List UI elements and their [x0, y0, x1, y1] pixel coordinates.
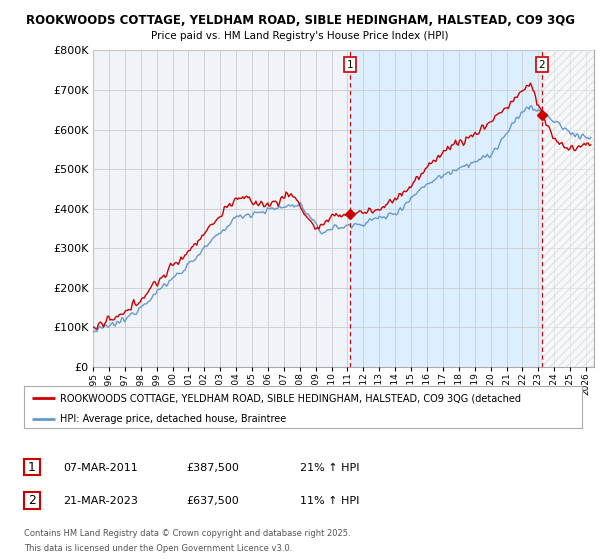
Bar	[542, 50, 594, 367]
Text: £637,500: £637,500	[186, 496, 239, 506]
Text: 21-MAR-2023: 21-MAR-2023	[63, 496, 138, 506]
Text: 11% ↑ HPI: 11% ↑ HPI	[300, 496, 359, 506]
Text: 1: 1	[28, 460, 36, 474]
Text: 2: 2	[28, 494, 36, 507]
Text: HPI: Average price, detached house, Braintree: HPI: Average price, detached house, Brai…	[60, 414, 287, 424]
Text: 1: 1	[347, 60, 353, 70]
Text: 2: 2	[539, 60, 545, 70]
Text: Contains HM Land Registry data © Crown copyright and database right 2025.: Contains HM Land Registry data © Crown c…	[24, 529, 350, 538]
Text: ROOKWOODS COTTAGE, YELDHAM ROAD, SIBLE HEDINGHAM, HALSTEAD, CO9 3QG: ROOKWOODS COTTAGE, YELDHAM ROAD, SIBLE H…	[25, 14, 575, 27]
Text: Price paid vs. HM Land Registry's House Price Index (HPI): Price paid vs. HM Land Registry's House …	[151, 31, 449, 41]
Text: 07-MAR-2011: 07-MAR-2011	[63, 463, 138, 473]
Text: ROOKWOODS COTTAGE, YELDHAM ROAD, SIBLE HEDINGHAM, HALSTEAD, CO9 3QG (detached: ROOKWOODS COTTAGE, YELDHAM ROAD, SIBLE H…	[60, 393, 521, 403]
Bar	[350, 50, 542, 367]
Text: £387,500: £387,500	[186, 463, 239, 473]
Text: This data is licensed under the Open Government Licence v3.0.: This data is licensed under the Open Gov…	[24, 544, 292, 553]
Text: 21% ↑ HPI: 21% ↑ HPI	[300, 463, 359, 473]
